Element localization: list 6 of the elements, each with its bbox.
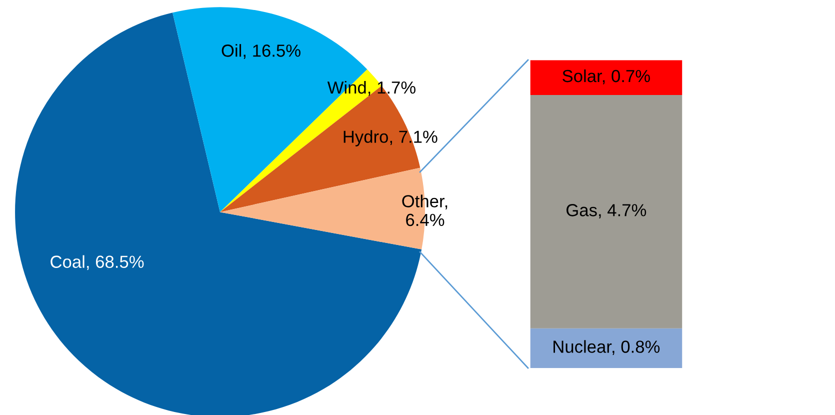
- slice-label: Oil, 16.5%: [222, 44, 300, 59]
- data-label: Nuclear, 0.8%: [554, 340, 660, 355]
- slice-label: Coal, 68.5%: [50, 255, 144, 270]
- data-label: Gas, 4.7%: [566, 204, 646, 218]
- slice-label: Other, 6.4%: [402, 194, 448, 226]
- data-label: Solar, 0.7%: [562, 69, 650, 84]
